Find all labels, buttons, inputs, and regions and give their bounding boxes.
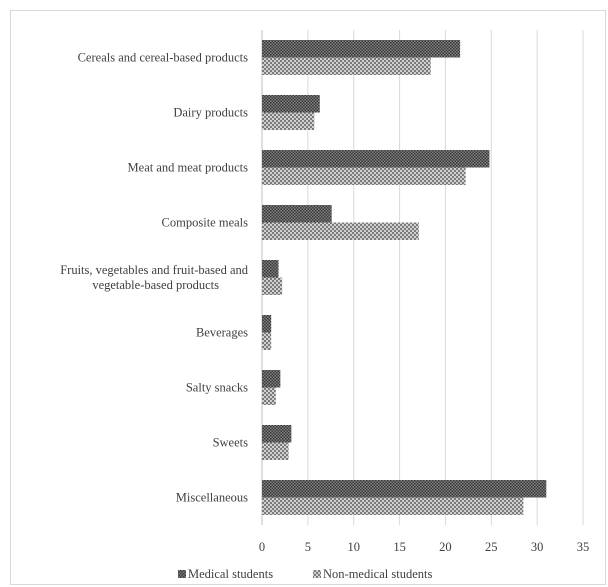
category-label: Salty snacks <box>186 381 248 395</box>
bar-nonmedical <box>262 387 276 405</box>
category-label: Cereals and cereal-based products <box>78 51 249 65</box>
legend-swatch-nonmedical <box>313 570 321 578</box>
bar-nonmedical <box>262 167 466 185</box>
x-tick-label: 30 <box>531 540 544 554</box>
bar-medical <box>262 315 272 333</box>
bar-nonmedical <box>262 277 283 295</box>
bar-medical <box>262 40 461 58</box>
bar-medical <box>262 150 490 168</box>
bar-nonmedical <box>262 112 315 130</box>
bar-medical <box>262 480 547 498</box>
x-tick-label: 0 <box>259 540 265 554</box>
legend-swatch-medical <box>178 570 186 578</box>
x-tick-label: 25 <box>485 540 498 554</box>
bar-nonmedical <box>262 222 419 240</box>
bar-nonmedical <box>262 332 272 350</box>
bar-medical <box>262 370 281 388</box>
category-label: Dairy products <box>173 106 248 120</box>
bar-medical <box>262 95 320 113</box>
x-tick-label: 5 <box>305 540 311 554</box>
bar-nonmedical <box>262 57 431 75</box>
category-label: Sweets <box>213 436 249 450</box>
bar-nonmedical <box>262 497 524 515</box>
bars <box>262 40 547 515</box>
category-labels: Cereals and cereal-based products Dairy p… <box>60 51 249 505</box>
x-tick-labels: 0 5 10 15 20 25 30 35 <box>259 540 589 554</box>
x-tick-label: 20 <box>439 540 452 554</box>
legend-label-nonmedical: Non-medical students <box>323 567 432 581</box>
legend-label-medical: Medical students <box>188 567 273 581</box>
category-label: Beverages <box>196 326 248 340</box>
category-label: Fruits, vegetables and fruit-based and ve… <box>60 263 249 292</box>
bar-nonmedical <box>262 442 289 460</box>
bar-medical <box>262 205 332 223</box>
legend: Medical students Non-medical students <box>178 567 432 581</box>
category-label: Meat and meat products <box>128 161 249 175</box>
category-label: Miscellaneous <box>176 491 248 505</box>
bar-medical <box>262 425 292 443</box>
category-label: Composite meals <box>162 216 249 230</box>
bar-medical <box>262 260 279 278</box>
x-tick-label: 10 <box>347 540 360 554</box>
x-tick-label: 15 <box>393 540 406 554</box>
x-tick-label: 35 <box>577 540 590 554</box>
